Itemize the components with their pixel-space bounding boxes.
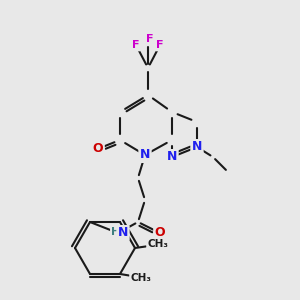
Text: CH₃: CH₃ bbox=[148, 239, 169, 249]
Text: F: F bbox=[132, 40, 140, 50]
Text: F: F bbox=[146, 34, 154, 44]
Text: N: N bbox=[167, 151, 177, 164]
Text: N: N bbox=[140, 148, 150, 161]
Text: N: N bbox=[192, 140, 202, 154]
Text: O: O bbox=[155, 226, 165, 238]
Text: F: F bbox=[156, 40, 164, 50]
Text: H: H bbox=[111, 227, 121, 237]
Text: CH₃: CH₃ bbox=[130, 273, 152, 283]
Text: O: O bbox=[93, 142, 103, 154]
Text: N: N bbox=[118, 226, 128, 239]
